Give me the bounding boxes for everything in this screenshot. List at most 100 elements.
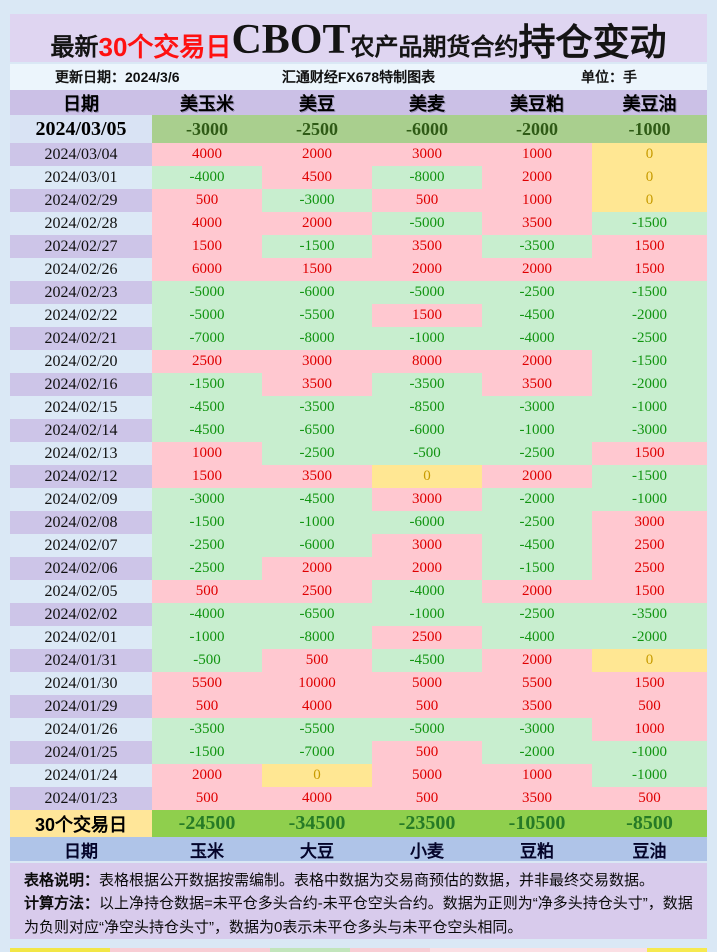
value-cell: -4500 (372, 649, 482, 672)
value-cell: 4000 (262, 695, 372, 718)
value-cell: 500 (152, 695, 262, 718)
value-cell: -1500 (262, 235, 372, 258)
value-cell: -7000 (152, 327, 262, 350)
value-cell: -500 (152, 649, 262, 672)
value-cell: 1500 (372, 304, 482, 327)
value-cell: -6000 (372, 511, 482, 534)
notes-line2-text: 以上净持仓数据=未平仓多头合约-未平仓空头合约。数据为正则为“净多头持仓头寸”，… (24, 895, 693, 936)
value-cell: -5000 (372, 281, 482, 304)
value-cell: 2000 (482, 649, 592, 672)
value-cell: -3500 (482, 235, 592, 258)
date-cell: 2024/02/12 (10, 465, 152, 488)
value-cell: 2000 (482, 258, 592, 281)
value-cell: 5500 (482, 672, 592, 695)
value-cell: -1500 (592, 465, 707, 488)
table-header-row: 日期 美玉米 美豆 美麦 美豆粕 美豆油 (10, 90, 707, 115)
value-cell: 500 (592, 695, 707, 718)
value-cell: -5500 (262, 304, 372, 327)
value-cell: 500 (372, 695, 482, 718)
value-cell: -3500 (592, 603, 707, 626)
summary-value-cell: -23500 (372, 810, 482, 837)
footer-column-header: 玉米 (152, 837, 262, 861)
date-cell: 2024/02/06 (10, 557, 152, 580)
value-cell: -1500 (592, 281, 707, 304)
date-cell: 2024/01/29 (10, 695, 152, 718)
table-row: 2024/02/15 -4500 -3500 -8500 -3000 -1000 (10, 396, 707, 419)
summary-row: 30个交易日 -24500 -34500 -23500 -10500 -8500 (10, 810, 707, 837)
table-row: 2024/01/29 500 4000 500 3500 500 (10, 695, 707, 718)
table-row: 2024/02/05 500 2500 -4000 2000 1500 (10, 580, 707, 603)
date-cell: 2024/01/23 (10, 787, 152, 810)
value-cell: -2500 (262, 442, 372, 465)
value-cell: -5000 (372, 212, 482, 235)
value-cell: 0 (592, 649, 707, 672)
value-cell: 5500 (152, 672, 262, 695)
value-cell: -6000 (372, 419, 482, 442)
column-header: 美麦 (372, 90, 482, 115)
value-cell: 2000 (262, 212, 372, 235)
value-cell: 3500 (372, 235, 482, 258)
value-cell: 4500 (262, 166, 372, 189)
value-cell: 5000 (372, 764, 482, 787)
value-cell: 3000 (372, 143, 482, 166)
value-cell: -4500 (482, 534, 592, 557)
date-cell: 2024/03/04 (10, 143, 152, 166)
value-cell: 2500 (592, 557, 707, 580)
table-row: 2024/02/08 -1500 -1000 -6000 -2500 3000 (10, 511, 707, 534)
value-cell: 500 (372, 741, 482, 764)
value-cell: 3500 (482, 787, 592, 810)
update-date: 更新日期：2024/3/6 (55, 69, 180, 85)
value-cell: 500 (372, 189, 482, 212)
table-row: 2024/02/07 -2500 -6000 3000 -4500 2500 (10, 534, 707, 557)
bottom-strip-segment (270, 948, 350, 952)
value-cell: 1500 (152, 235, 262, 258)
value-cell: -1500 (152, 741, 262, 764)
date-cell: 2024/02/26 (10, 258, 152, 281)
value-cell: -1000 (372, 603, 482, 626)
value-cell: -6000 (262, 281, 372, 304)
summary-value-cell: -34500 (262, 810, 372, 837)
table-row: 2024/01/26 -3500 -5500 -5000 -3000 1000 (10, 718, 707, 741)
date-cell: 2024/02/29 (10, 189, 152, 212)
page-title: 最新 30个交易日 CBOT 农产品期货合约 持仓变动 (10, 14, 707, 62)
column-header: 美豆油 (592, 90, 707, 115)
value-cell: -4000 (482, 327, 592, 350)
value-cell: 1500 (262, 258, 372, 281)
value-cell: -1000 (152, 626, 262, 649)
value-cell: 0 (592, 166, 707, 189)
value-cell: 5000 (372, 672, 482, 695)
date-cell: 2024/03/05 (10, 115, 152, 143)
value-cell: 1500 (592, 258, 707, 281)
value-cell: -1000 (592, 115, 707, 143)
bottom-strip-segment (350, 948, 430, 952)
title-cbot: CBOT (231, 17, 351, 64)
value-cell: 500 (262, 649, 372, 672)
date-cell: 2024/02/21 (10, 327, 152, 350)
summary-value-cell: -10500 (482, 810, 592, 837)
notes-line1-label: 表格说明： (24, 872, 100, 889)
value-cell: -2500 (482, 603, 592, 626)
info-row: 更新日期：2024/3/6 汇通财经FX678特制图表 单位：手 (10, 64, 707, 90)
value-cell: 1000 (482, 189, 592, 212)
date-cell: 2024/02/02 (10, 603, 152, 626)
value-cell: -8000 (262, 327, 372, 350)
value-cell: -3000 (152, 488, 262, 511)
summary-label: 30个交易日 (10, 810, 152, 837)
value-cell: -7000 (262, 741, 372, 764)
value-cell: 4000 (152, 143, 262, 166)
date-cell: 2024/02/09 (10, 488, 152, 511)
value-cell: -2500 (482, 511, 592, 534)
footer-column-header: 大豆 (262, 837, 372, 861)
value-cell: -6500 (262, 603, 372, 626)
value-cell: 500 (592, 787, 707, 810)
summary-value-cell: -24500 (152, 810, 262, 837)
value-cell: -1000 (372, 327, 482, 350)
table-row: 2024/03/01 -4000 4500 -8000 2000 0 (10, 166, 707, 189)
bottom-strip-segment (110, 948, 270, 952)
value-cell: 1000 (482, 143, 592, 166)
table-row: 2024/02/14 -4500 -6500 -6000 -1000 -3000 (10, 419, 707, 442)
value-cell: 1500 (592, 672, 707, 695)
value-cell: -4500 (482, 304, 592, 327)
table-row: 2024/02/28 4000 2000 -5000 3500 -1500 (10, 212, 707, 235)
